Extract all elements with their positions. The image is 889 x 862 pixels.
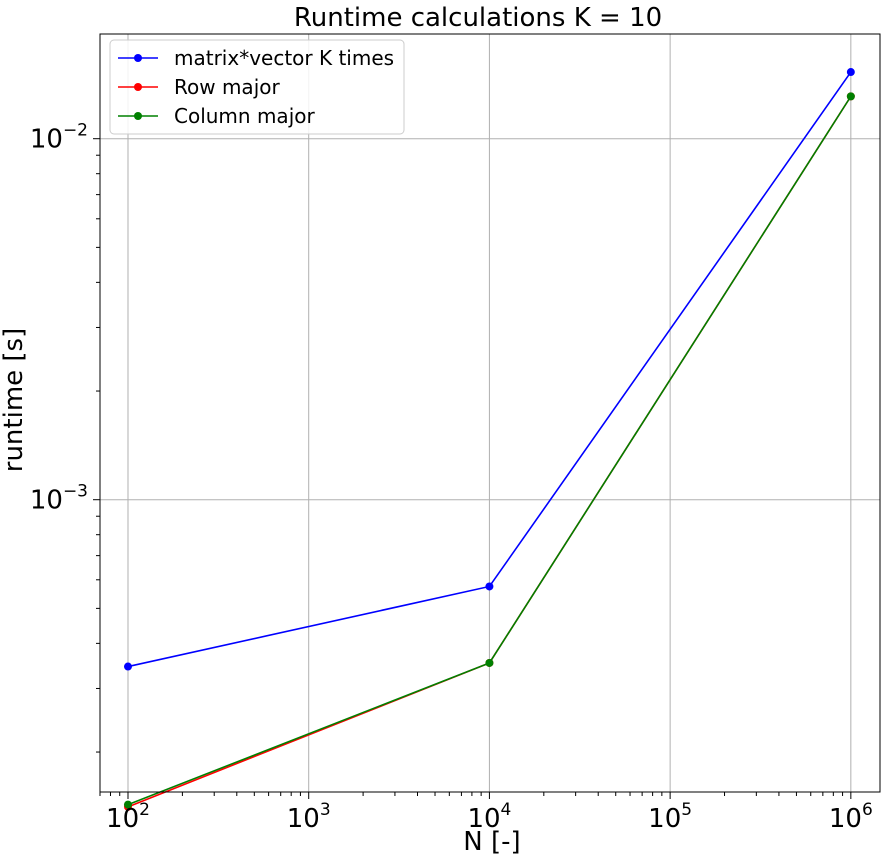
y-axis-label: runtime [s]: [0, 328, 29, 473]
data-point: [123, 662, 132, 671]
legend-label: matrix*vector K times: [174, 46, 394, 70]
x-tick-label: 106: [829, 800, 873, 834]
data-point: [846, 92, 855, 101]
plot-frame: [99, 33, 881, 793]
x-tick-label: 103: [287, 800, 331, 834]
legend-item: Column major: [118, 104, 315, 128]
data-point: [485, 658, 494, 667]
legend-marker: [134, 83, 142, 91]
x-tick-label: 105: [648, 800, 692, 834]
legend-box: [109, 39, 405, 135]
data-point: [485, 582, 494, 591]
y-tick-label: 10−3: [30, 482, 88, 516]
legend-label: Row major: [174, 75, 280, 99]
x-tick-label: 104: [467, 800, 511, 834]
legend-item: matrix*vector K times: [118, 46, 394, 70]
legend-label: Column major: [174, 104, 315, 128]
legend-marker: [134, 54, 142, 62]
axis-ticks: 102 103 104 105 106 10−3 10−2: [30, 121, 873, 834]
x-tick-label: 102: [106, 800, 150, 834]
data-point: [846, 68, 855, 77]
chart-title: Runtime calculations K = 10: [294, 3, 662, 33]
legend-item: Row major: [118, 75, 280, 99]
y-tick-label: 10−2: [30, 121, 88, 155]
series-3: [123, 92, 855, 809]
data-point: [123, 800, 132, 809]
grid-lines: [100, 34, 880, 792]
series-1: [123, 68, 855, 671]
x-axis-label: N [-]: [463, 827, 520, 857]
data-series: [123, 68, 855, 811]
legend-marker: [134, 112, 142, 120]
legend: matrix*vector K times Row major Column maj…: [109, 39, 405, 135]
